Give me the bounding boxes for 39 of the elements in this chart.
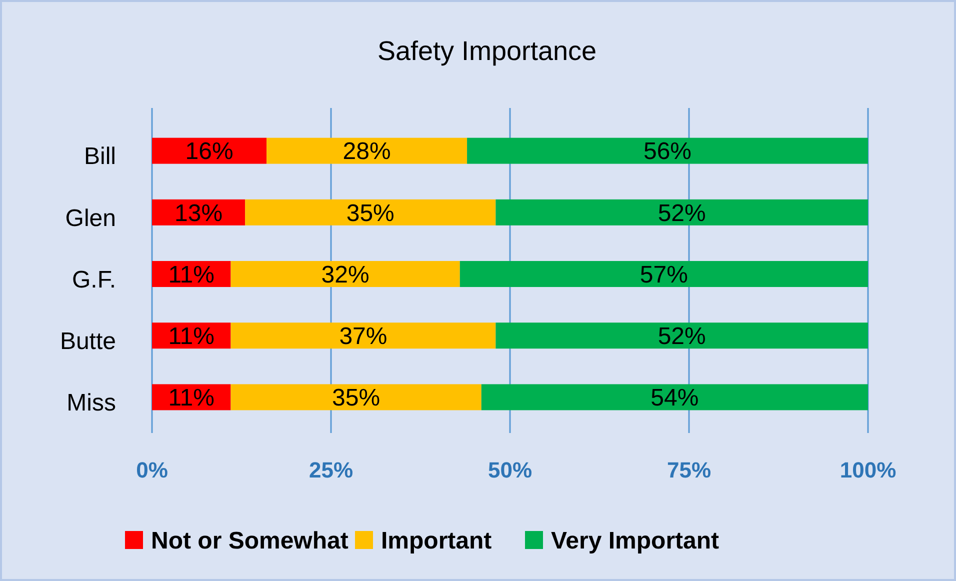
x-tick-label: 25% (308, 458, 354, 483)
data-label: 35% (346, 200, 394, 227)
y-tick-label: Glen (65, 204, 116, 232)
data-label: 11% (168, 261, 215, 288)
data-label: 57% (640, 261, 688, 288)
data-label: 32% (321, 261, 370, 288)
data-label: 35% (332, 384, 380, 412)
bar (245, 199, 496, 226)
data-label: 16% (185, 138, 234, 166)
bar (467, 138, 868, 164)
legend-label: Not or Somewhat (151, 527, 348, 554)
data-label: 54% (650, 384, 699, 412)
x-tick-label: 100% (840, 458, 896, 483)
bar (481, 384, 868, 410)
legend-label: Important (381, 527, 492, 554)
data-label: 11% (168, 384, 215, 412)
y-tick-label: G.F. (72, 266, 116, 294)
data-label: 11% (168, 323, 215, 350)
bar (230, 384, 482, 410)
bar (496, 199, 868, 226)
bar (460, 261, 868, 287)
bar (266, 138, 468, 164)
data-label: 56% (643, 138, 692, 166)
y-tick-label: Miss (66, 390, 116, 417)
x-tick-label: 0% (136, 458, 168, 483)
data-label: 28% (342, 138, 391, 166)
legend-label: Very Important (551, 527, 720, 554)
x-tick-label: 75% (666, 458, 712, 483)
bar (230, 322, 496, 349)
x-tick-label: 50% (488, 458, 532, 483)
chart-title: Safety Importance (377, 36, 597, 66)
y-tick-label: Bill (84, 143, 116, 170)
bar (496, 322, 868, 349)
data-label: 52% (658, 323, 706, 350)
bar (230, 261, 460, 287)
data-label: 13% (174, 200, 223, 227)
data-label: 52% (658, 200, 706, 227)
data-label: 37% (339, 323, 388, 350)
y-tick-label: Butte (60, 328, 116, 355)
